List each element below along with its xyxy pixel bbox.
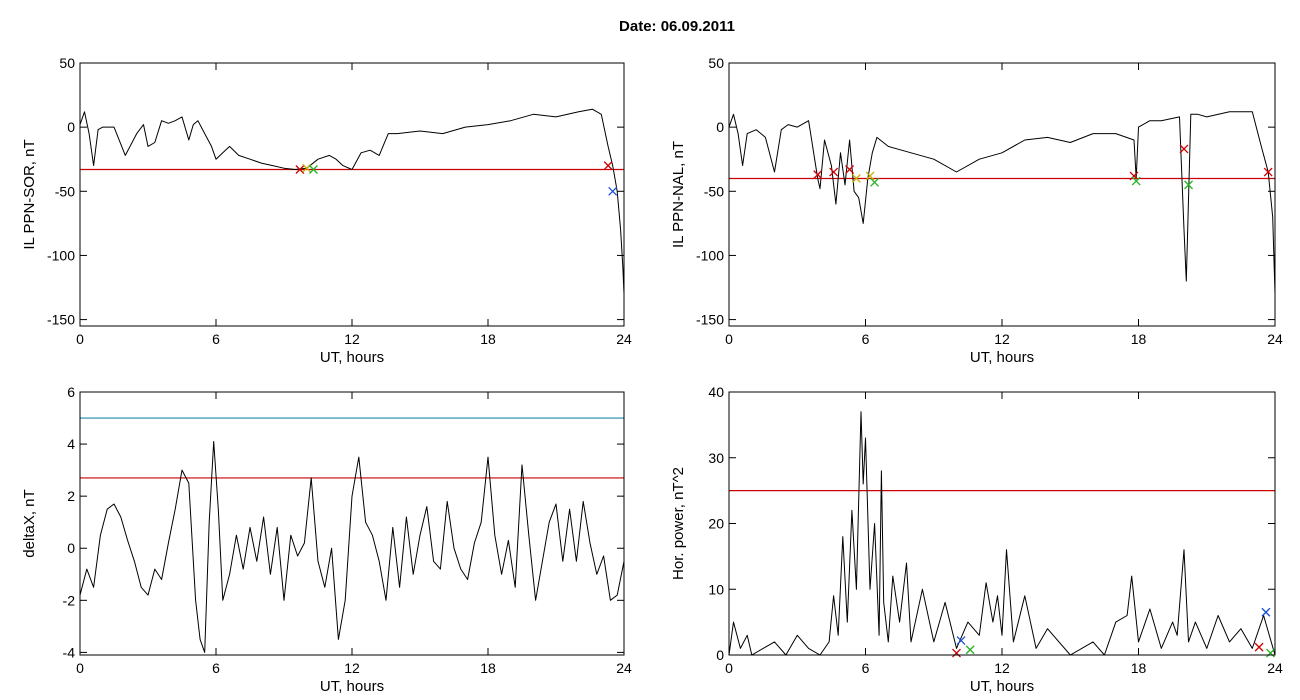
x-tick-label: 12	[994, 331, 1010, 347]
marker-x-9	[1184, 180, 1194, 190]
marker-x-2	[309, 165, 318, 174]
marker-x-2	[952, 648, 961, 658]
plot-frame	[728, 391, 1276, 656]
series-line-0	[729, 111, 1275, 294]
y-tick-label: -50	[704, 183, 724, 199]
x-tick-label: 18	[480, 331, 496, 347]
y-tick-label: 20	[708, 516, 724, 532]
x-tick-label: 18	[480, 660, 496, 676]
y-tick-label: 40	[708, 384, 724, 400]
x-axis-label: UT, hours	[970, 678, 1034, 695]
y-tick-label: 2	[67, 488, 75, 504]
y-tick-label: -50	[55, 183, 75, 199]
x-tick-label: 0	[725, 660, 733, 676]
y-tick-label: 0	[716, 647, 724, 663]
marker-x-1	[965, 645, 975, 655]
x-tick-label: 0	[725, 331, 733, 347]
marker-x-3	[851, 174, 861, 183]
marker-x-1	[302, 163, 312, 173]
y-axis-label: IL PPN-NAL, nT	[670, 141, 687, 248]
x-axis-label: UT, hours	[970, 349, 1034, 366]
series-line-0	[80, 441, 624, 653]
y-tick-label: 6	[67, 384, 75, 400]
x-tick-label: 24	[616, 660, 632, 676]
x-tick-label: 12	[344, 331, 360, 347]
marker-x-7	[1131, 176, 1141, 186]
marker-x-4	[608, 186, 618, 196]
y-tick-label: -2	[63, 592, 76, 608]
series-line-0	[729, 411, 1275, 655]
y-tick-label: 30	[708, 450, 724, 466]
y-tick-label: 50	[59, 55, 75, 71]
chart-ppn-sor: 0 6 12 18 24 -150 -100 -50 0 50 UT, hours IL PPN-SO…	[21, 55, 632, 366]
x-tick-label: 12	[344, 660, 360, 676]
x-tick-label: 24	[1267, 660, 1283, 676]
marker-x-3	[1261, 607, 1271, 617]
y-tick-label: -150	[696, 312, 724, 328]
y-tick-label: -100	[696, 247, 724, 263]
plot-frame	[79, 391, 625, 656]
x-tick-label: 24	[1267, 331, 1283, 347]
y-tick-label: 10	[708, 581, 724, 597]
x-tick-label: 24	[616, 331, 632, 347]
y-tick-label: -4	[63, 644, 76, 660]
marker-x-1	[829, 167, 839, 177]
marker-x-5	[1265, 648, 1275, 658]
y-tick-label: 4	[67, 436, 75, 452]
marker-x-2	[845, 165, 855, 174]
y-axis-label: Hor. power, nT^2	[670, 467, 687, 580]
y-tick-label: 0	[67, 540, 75, 556]
plot-frame	[728, 62, 1276, 327]
chart-hor-power: 0 6 12 18 24 0 10 20 30 40 UT, hours Hor. power, nT…	[670, 384, 1283, 695]
y-tick-label: 0	[67, 119, 75, 135]
x-tick-label: 0	[76, 660, 84, 676]
x-tick-label: 6	[862, 331, 870, 347]
marker-x-5	[870, 177, 880, 187]
marker-x-6	[1129, 171, 1139, 181]
y-axis-label: deltaX, nT	[21, 489, 38, 557]
x-tick-label: 6	[862, 660, 870, 676]
marker-x-8	[1179, 144, 1189, 154]
y-tick-label: 0	[716, 119, 724, 135]
marker-x-3	[603, 161, 613, 171]
marker-x-0	[813, 170, 823, 180]
marker-x-10	[1263, 167, 1273, 177]
y-tick-label: -150	[47, 312, 75, 328]
x-tick-label: 18	[1131, 660, 1147, 676]
x-tick-label: 18	[1131, 331, 1147, 347]
plot-frame	[79, 62, 625, 327]
x-tick-label: 6	[212, 331, 220, 347]
y-axis-label: IL PPN-SOR, nT	[21, 139, 38, 249]
series-line-0	[80, 108, 624, 294]
marker-x-4	[1254, 642, 1264, 652]
marker-x-0	[295, 165, 305, 174]
x-axis-label: UT, hours	[320, 349, 384, 366]
chart-ppn-nal: 0 6 12 18 24 -150 -100 -50 0 50 UT, hours IL PPN-NA…	[670, 55, 1283, 366]
x-tick-label: 0	[76, 331, 84, 347]
x-tick-label: 12	[994, 660, 1010, 676]
y-tick-label: -100	[47, 247, 75, 263]
marker-x-0	[956, 636, 966, 645]
date-title: Date: 06.09.2011	[619, 18, 735, 35]
y-tick-label: 50	[708, 55, 724, 71]
x-axis-label: UT, hours	[320, 678, 384, 695]
x-tick-label: 6	[212, 660, 220, 676]
marker-x-4	[865, 171, 875, 181]
